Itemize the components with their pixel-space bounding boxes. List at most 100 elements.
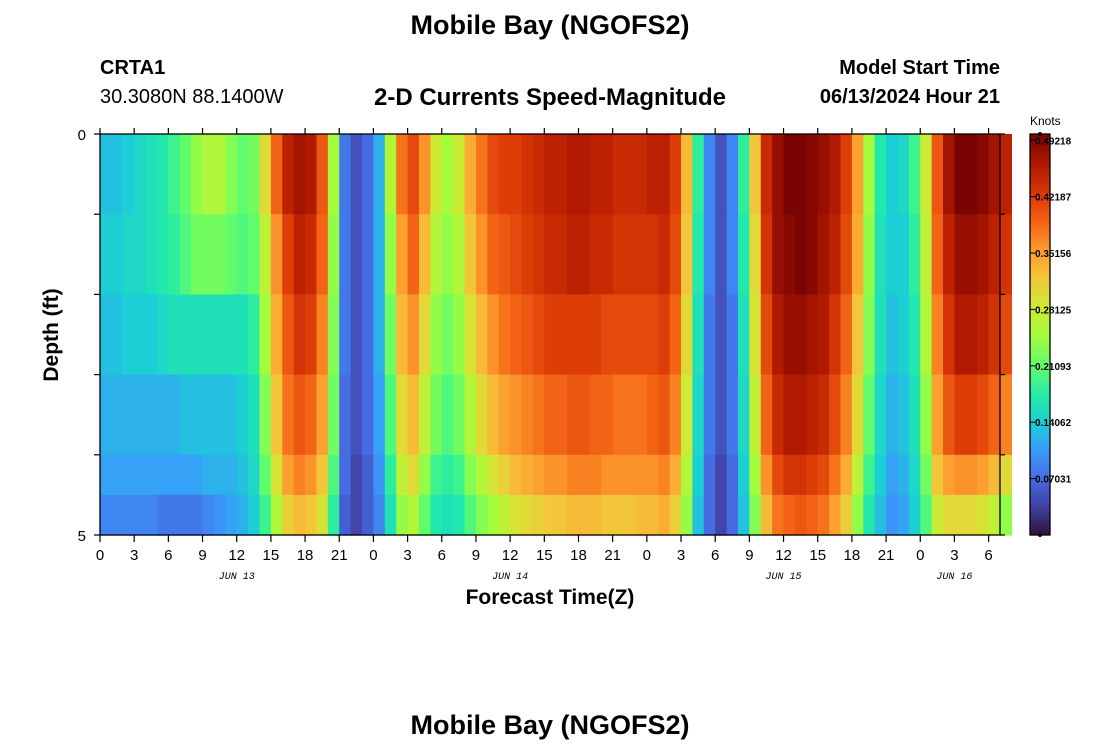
heatmap-cell	[498, 214, 511, 295]
heatmap-cell	[886, 294, 899, 376]
heatmap-cell	[384, 294, 397, 376]
heatmap-cell	[213, 454, 226, 496]
heatmap-cell	[669, 134, 682, 215]
heatmap-cell	[430, 134, 443, 215]
heatmap-cell	[920, 294, 933, 376]
heatmap-cell	[384, 494, 397, 536]
x-tick-label: 6	[984, 547, 992, 564]
x-tick-label: 15	[809, 547, 826, 564]
heatmap-cell	[635, 374, 648, 456]
heatmap-cell	[213, 294, 226, 376]
heatmap-cell	[772, 214, 785, 295]
heatmap-cell	[703, 294, 716, 376]
heatmap-cell	[988, 374, 1001, 456]
heatmap-cell	[772, 494, 785, 536]
heatmap-cell	[703, 134, 716, 215]
heatmap-cell	[954, 494, 967, 536]
heatmap-cell	[384, 214, 397, 295]
heatmap-cell	[305, 134, 318, 215]
heatmap-cell	[282, 374, 295, 456]
heatmap-cell	[737, 294, 750, 376]
heatmap-cell	[840, 374, 853, 456]
heatmap-cell	[464, 374, 477, 456]
heatmap-cell	[817, 214, 830, 295]
heatmap-cell	[681, 454, 693, 496]
heatmap-cell	[430, 294, 443, 376]
heatmap-cell	[840, 494, 853, 536]
heatmap-cell	[943, 374, 956, 456]
heatmap-cell	[464, 294, 477, 376]
heatmap-cell	[225, 374, 238, 456]
heatmap-cell	[293, 494, 306, 536]
heatmap-cell	[350, 494, 363, 536]
heatmap-cell	[156, 374, 169, 456]
heatmap-cell	[794, 214, 807, 295]
colorbar-tick-label: 0.49218	[1035, 136, 1072, 147]
heatmap-cell	[886, 134, 899, 215]
heatmap-cell	[396, 294, 409, 376]
heatmap-cell	[612, 494, 625, 536]
heatmap-cell	[236, 214, 249, 295]
heatmap-cell	[578, 134, 591, 215]
heatmap-cell	[327, 454, 340, 496]
x-tick-label: 21	[331, 547, 348, 564]
heatmap-cell	[954, 214, 967, 295]
heatmap-cell	[703, 214, 716, 295]
heatmap-cell	[567, 494, 580, 536]
y-tick-label: 5	[78, 528, 86, 545]
colorbar-tick-label: 0.21093	[1035, 362, 1072, 373]
heatmap-cell	[851, 374, 864, 456]
heatmap-cell	[646, 134, 659, 215]
heatmap-cell	[191, 134, 204, 215]
heatmap-cell	[464, 494, 477, 536]
colorbar-tick-label: 0.28125	[1035, 305, 1072, 316]
heatmap-cell	[692, 294, 705, 376]
heatmap-cell	[316, 294, 329, 376]
heatmap-cell	[874, 294, 887, 376]
heatmap-cell	[498, 494, 511, 536]
heatmap-cell	[396, 214, 409, 295]
heatmap-cell	[954, 294, 967, 376]
heatmap-cell	[111, 214, 124, 295]
heatmap-cell	[578, 494, 591, 536]
heatmap-cell	[418, 374, 431, 456]
heatmap-cell	[1000, 214, 1012, 295]
heatmap-cell	[817, 134, 830, 215]
heatmap-cell	[658, 374, 671, 456]
heatmap-cell	[601, 494, 614, 536]
heatmap-cell	[692, 454, 705, 496]
heatmap-cell	[544, 134, 557, 215]
heatmap-cell	[874, 374, 887, 456]
heatmap-cell	[749, 294, 762, 376]
heatmap-cell	[202, 494, 215, 536]
x-axis-label: Forecast Time(Z)	[466, 586, 635, 609]
heatmap-cell	[350, 134, 363, 215]
heatmap-cell	[350, 454, 363, 496]
heatmap-cell	[943, 294, 956, 376]
heatmap-cell	[977, 454, 990, 496]
heatmap-cell	[920, 454, 933, 496]
heatmap-cell	[908, 374, 921, 456]
heatmap-cell	[464, 454, 477, 496]
heatmap-cell	[225, 214, 238, 295]
heatmap-cell	[145, 494, 158, 536]
x-tick-label: 9	[472, 547, 480, 564]
heatmap-cell	[475, 134, 488, 215]
heatmap-cell	[794, 454, 807, 496]
heatmap-cell	[475, 494, 488, 536]
heatmap-cell	[202, 294, 215, 376]
heatmap-cell	[316, 494, 329, 536]
heatmap-cell	[396, 374, 409, 456]
heatmap-cell	[544, 214, 557, 295]
date-label: JUN 15	[766, 572, 802, 583]
heatmap-cell	[715, 374, 728, 456]
heatmap-cell	[567, 214, 580, 295]
heatmap-cell	[817, 374, 830, 456]
heatmap-cell	[829, 214, 842, 295]
heatmap-cell	[498, 374, 511, 456]
heatmap-cell	[362, 294, 375, 376]
heatmap-cell	[248, 294, 261, 376]
heatmap-cell	[100, 454, 112, 496]
heatmap-cell	[806, 374, 819, 456]
heatmap-cell	[635, 494, 648, 536]
